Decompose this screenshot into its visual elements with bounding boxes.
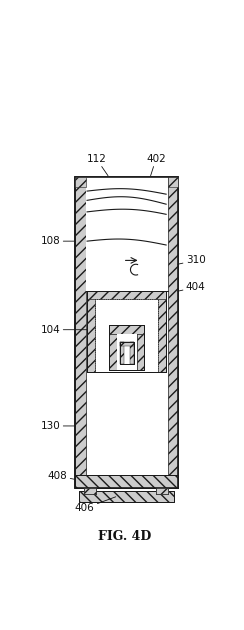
Bar	[75, 475, 178, 488]
Text: 406: 406	[75, 497, 116, 513]
Bar	[109, 325, 144, 335]
Bar	[75, 177, 86, 187]
Bar	[109, 325, 144, 370]
Bar	[87, 299, 95, 372]
Bar	[120, 342, 133, 364]
Bar	[168, 177, 178, 475]
Bar	[86, 177, 168, 291]
Bar	[137, 335, 144, 370]
Text: 404: 404	[178, 282, 205, 292]
Text: 408: 408	[48, 471, 86, 481]
Text: 130: 130	[41, 421, 75, 431]
Text: 310: 310	[178, 255, 205, 265]
Bar	[109, 335, 117, 370]
Bar	[120, 342, 123, 364]
Bar	[87, 291, 166, 372]
Bar	[75, 177, 178, 488]
Text: 108: 108	[41, 236, 75, 246]
Bar	[87, 291, 166, 299]
Bar	[79, 491, 174, 502]
Bar	[130, 342, 133, 364]
Bar	[84, 488, 96, 494]
Text: 112: 112	[86, 154, 108, 176]
Bar	[87, 291, 166, 372]
Bar	[137, 335, 144, 370]
Bar	[79, 491, 174, 502]
Bar	[120, 342, 133, 364]
Text: 402: 402	[146, 154, 166, 176]
Bar	[84, 488, 96, 494]
Bar	[109, 325, 144, 370]
Bar	[75, 177, 86, 475]
Bar	[109, 325, 144, 335]
Bar	[117, 335, 137, 370]
Bar	[156, 488, 168, 494]
Bar	[95, 299, 158, 372]
Bar	[156, 488, 168, 494]
Text: FIG. 4D: FIG. 4D	[98, 530, 152, 542]
Bar	[158, 299, 166, 372]
Bar	[75, 177, 178, 488]
Bar	[109, 335, 117, 370]
Bar	[120, 342, 133, 346]
Text: 104: 104	[41, 324, 87, 335]
Bar	[75, 475, 178, 488]
Bar	[168, 177, 178, 187]
